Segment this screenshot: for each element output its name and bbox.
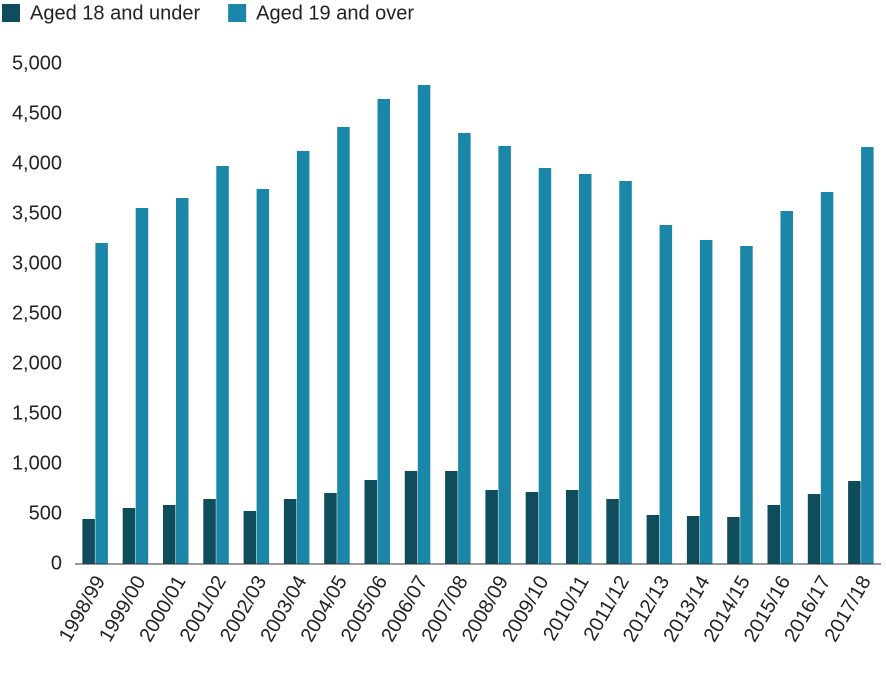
bar [296,151,310,564]
legend-label: Aged 18 and under [30,2,200,24]
bar [243,511,257,564]
bar [163,505,176,564]
bar [566,490,579,564]
bar [525,492,539,564]
legend-swatch [2,4,20,22]
bar [337,127,350,564]
legend-swatch [228,4,247,22]
bar [404,471,418,564]
bar [699,240,713,564]
bar [498,146,511,564]
bar [216,166,229,564]
bar [485,490,498,564]
bar [538,168,552,564]
bar [364,480,377,564]
bar [324,493,337,564]
y-tick-label: 3,500 [12,202,62,224]
bar [646,515,660,564]
y-tick-label: 1,500 [12,402,62,424]
y-tick-label: 2,000 [12,352,62,374]
y-tick-label: 4,000 [12,152,62,174]
bar [203,499,216,564]
y-tick-label: 2,500 [12,302,62,324]
bar [807,494,821,564]
bar [256,189,270,564]
bar [82,519,95,564]
y-tick-label: 3,000 [12,252,62,274]
bar [740,246,753,564]
bar [727,517,740,564]
y-tick-label: 5,000 [12,52,62,74]
bar [417,85,431,564]
y-tick-label: 0 [51,552,62,574]
bar [848,481,861,564]
bar [458,133,471,564]
legend-label: Aged 19 and over [256,2,414,24]
bar [377,99,390,564]
bar [135,208,149,564]
bar [606,499,619,564]
bar [820,192,834,564]
bar [445,471,458,564]
bar [579,174,592,564]
y-tick-label: 1,000 [12,452,62,474]
bar [780,211,793,564]
bar [95,243,108,564]
bar [122,508,136,564]
bar [283,499,297,564]
y-tick-label: 500 [29,502,62,524]
bar [176,198,189,564]
bar [767,505,780,564]
bar [686,516,700,564]
bar [619,181,632,564]
bar [861,147,874,564]
bar [659,225,673,564]
y-tick-label: 4,500 [12,102,62,124]
